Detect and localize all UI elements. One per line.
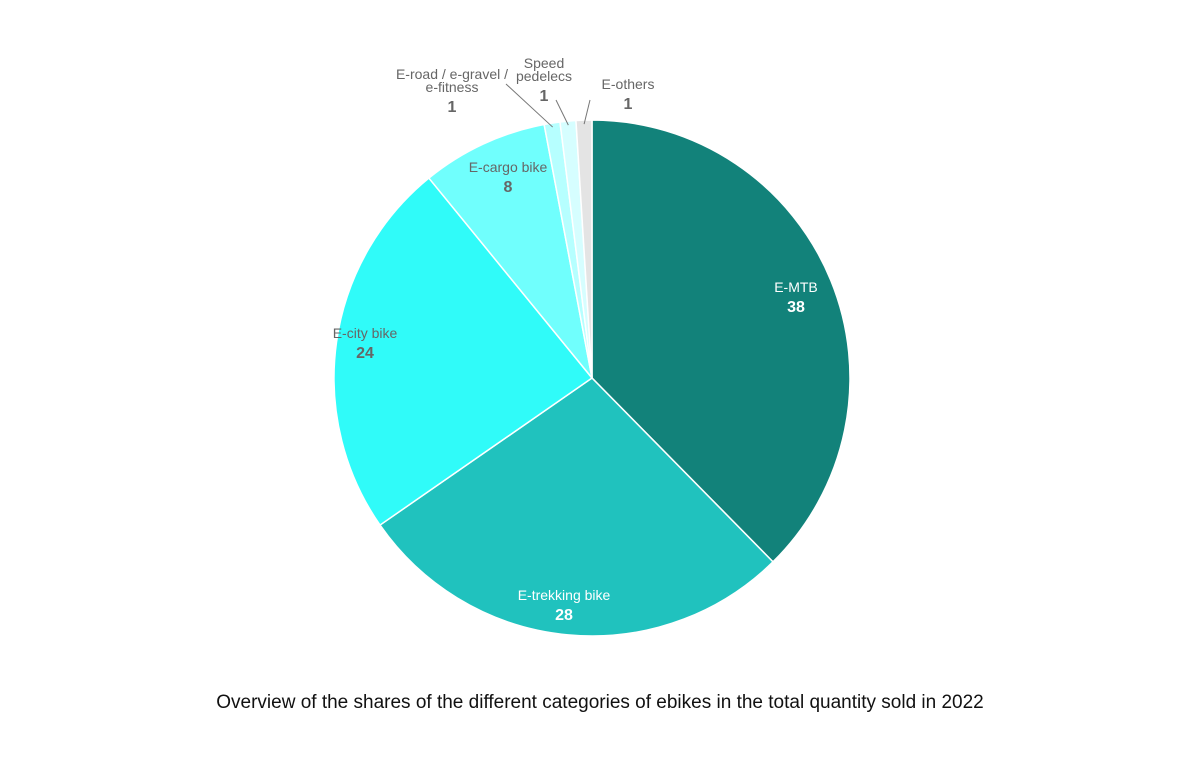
slice-value-e-cargo-bike: 8 xyxy=(504,179,513,196)
pie-slice-e-others xyxy=(575,119,593,379)
leader-line-speed-pedelecs xyxy=(555,99,569,126)
slice-label-e-cargo-bike: E-cargo bike xyxy=(469,159,548,175)
slice-value-e-city-bike: 24 xyxy=(356,345,374,362)
pie-slice-e-cargo-bike xyxy=(427,123,593,379)
slice-label-e-road-e-gravel-e-fitness: E-road / e-gravel / e-fitness xyxy=(396,66,508,95)
pie-slices xyxy=(333,119,851,637)
slice-labels: E-MTB 38 E-trekking bike 28 E-city bike 24 E-c… xyxy=(333,55,818,624)
pie-chart: E-MTB 38 E-trekking bike 28 E-city bike 24 E-c… xyxy=(333,55,851,637)
pie-slice-e-city-bike xyxy=(333,177,594,527)
slice-value-e-road-e-gravel-e-fitness: 1 xyxy=(448,99,457,116)
pie-slice-e-trekking-bike xyxy=(378,377,775,637)
slice-value-e-trekking-bike: 28 xyxy=(555,607,573,624)
slice-label-e-trekking-bike: E-trekking bike xyxy=(518,587,611,603)
pie-slice-e-mtb xyxy=(591,119,851,563)
slice-value-e-mtb: 38 xyxy=(787,299,805,316)
leader-line-e-others xyxy=(583,99,591,125)
slice-label-speed-pedelecs: Speed pedelecs xyxy=(516,55,572,84)
slice-value-e-others: 1 xyxy=(624,96,633,113)
leader-lines xyxy=(505,83,591,128)
slice-label-e-others: E-others xyxy=(602,76,655,92)
slice-label-e-mtb: E-MTB xyxy=(774,279,818,295)
chart-caption: Overview of the shares of the different … xyxy=(216,692,984,713)
slice-value-speed-pedelecs: 1 xyxy=(540,88,549,105)
slice-label-e-city-bike: E-city bike xyxy=(333,325,398,341)
leader-line-e-road-e-gravel-e-fitness xyxy=(505,83,553,128)
